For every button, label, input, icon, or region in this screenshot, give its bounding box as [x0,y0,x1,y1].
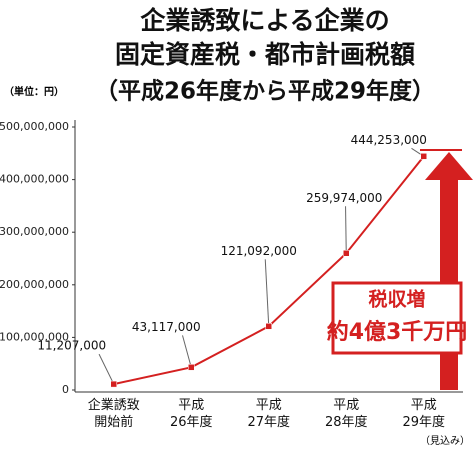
marker [343,250,350,257]
y-tick-label: 300,000,000 [0,225,69,238]
y-tick-label: 200,000,000 [0,278,69,291]
x-tick-label: 企業誘致開始前 [88,397,140,430]
value-label: 121,092,000 [221,244,297,258]
value-label: 444,253,000 [351,133,427,147]
chart-title: 固定資産税・都市計画税額 [115,40,415,69]
arrow-head [425,152,473,180]
unit-label: （単位：円） [4,85,64,98]
x-tick-label: 平成 28年度 [325,398,368,430]
marker [420,153,427,160]
y-tick-label: 0 [62,383,69,396]
x-tick-label: 平成 26年度 [170,398,213,430]
category-note: （見込み） [420,435,470,447]
value-label: 11,207,000 [37,339,106,353]
chart-title: 企業誘致による企業の [140,6,389,35]
value-label: 43,117,000 [132,320,201,334]
chart-subtitle: （平成26年度から平成29年度） [95,78,435,105]
annotation: 税収増 [368,288,425,311]
marker [265,323,272,330]
annotation: 約4億3千万円 [327,319,468,345]
x-tick-label: 平成 29年度 [402,398,445,430]
y-tick-label: 500,000,000 [0,120,69,133]
x-tick-label: 平成 27年度 [247,398,290,430]
y-tick-label: 100,000,000 [0,330,69,343]
leader-line [182,335,192,368]
marker [188,364,195,371]
marker [110,380,117,388]
value-label: 259,974,000 [306,191,382,205]
y-tick-label: 400,000,000 [0,173,69,186]
leader-line [345,206,347,254]
annotation-box [331,281,463,355]
leader-line [98,353,115,385]
leader-line [264,259,270,327]
